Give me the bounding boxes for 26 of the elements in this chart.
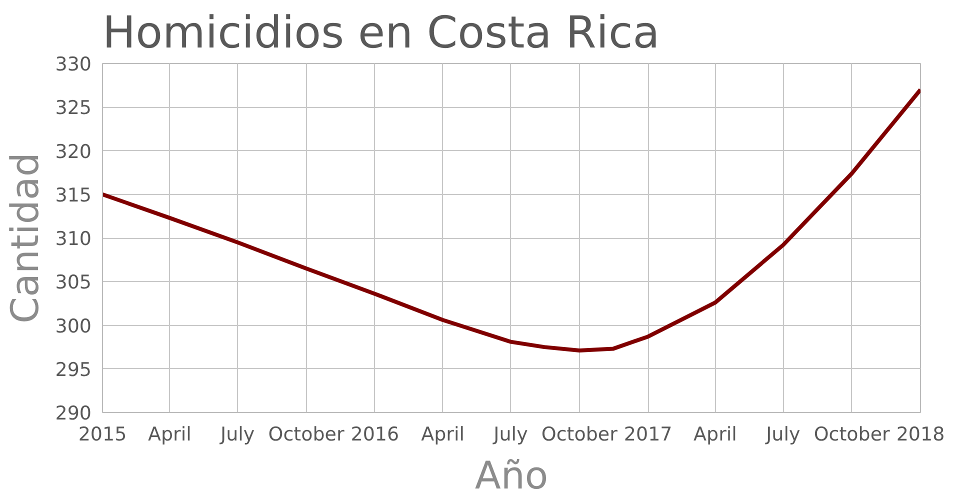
x-tick-label: July [220, 424, 255, 446]
x-tick-label: October [541, 424, 618, 446]
y-tick-label: 325 [55, 97, 92, 120]
x-tick-label: April [148, 424, 192, 446]
x-tick-label: April [694, 424, 737, 446]
x-tick-label: July [492, 424, 528, 446]
x-tick-label: 2018 [896, 424, 945, 446]
y-tick-label: 295 [55, 358, 92, 381]
y-tick-label: 305 [55, 272, 92, 294]
y-tick-label: 290 [55, 402, 92, 424]
x-tick-label: 2015 [78, 424, 127, 446]
x-axis-title: Año [474, 454, 548, 498]
x-tick-label: 2017 [624, 424, 672, 446]
y-tick-label: 310 [55, 228, 92, 250]
line-series [102, 88, 920, 353]
x-tick-label: October [814, 424, 890, 446]
x-tick-label: April [421, 424, 465, 446]
x-tick-label: 2016 [350, 424, 400, 446]
x-tick-label: October [268, 424, 344, 446]
y-tick-label: 300 [55, 315, 92, 338]
y-axis-title: Cantidad [3, 152, 48, 324]
chart-title: Homicidios en Costa Rica [102, 8, 660, 58]
y-tick-label: 330 [55, 54, 92, 76]
y-tick-label: 320 [55, 140, 92, 163]
y-tick-label: 315 [55, 184, 92, 206]
x-tick-label: July [765, 424, 800, 446]
